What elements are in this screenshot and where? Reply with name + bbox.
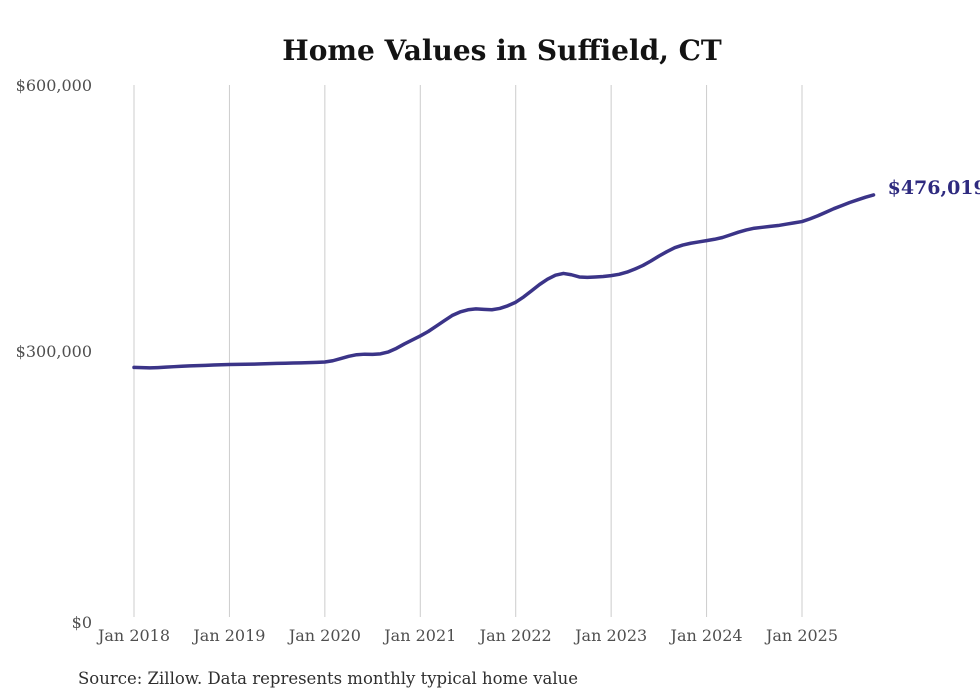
x-axis-tick-labels: Jan 2018 Jan 2019 Jan 2020 Jan 2021 Jan 2022… xyxy=(96,626,838,645)
source-note: Source: Zillow. Data represents monthly … xyxy=(78,669,578,688)
y-tick-label-300k: $300,000 xyxy=(16,342,92,361)
y-tick-label-600k: $600,000 xyxy=(16,76,92,95)
x-tick-label-jan-2025: Jan 2025 xyxy=(764,626,838,645)
home-value-line xyxy=(132,193,876,370)
x-tick-label-jan-2020: Jan 2020 xyxy=(287,626,361,645)
x-tick-label-jan-2023: Jan 2023 xyxy=(573,626,647,645)
final-value-label: $476,019 xyxy=(888,177,980,199)
x-tick-label-jan-2018: Jan 2018 xyxy=(96,626,170,645)
x-tick-label-jan-2022: Jan 2022 xyxy=(478,626,552,645)
x-tick-label-jan-2021: Jan 2021 xyxy=(382,626,456,645)
value-line-group xyxy=(132,193,876,370)
x-tick-label-jan-2019: Jan 2019 xyxy=(191,626,265,645)
vertical-gridlines xyxy=(133,85,803,617)
chart-title: Home Values in Suffield, CT xyxy=(282,34,722,67)
x-tick-label-jan-2024: Jan 2024 xyxy=(669,626,743,645)
y-tick-label-0: $0 xyxy=(72,613,92,632)
